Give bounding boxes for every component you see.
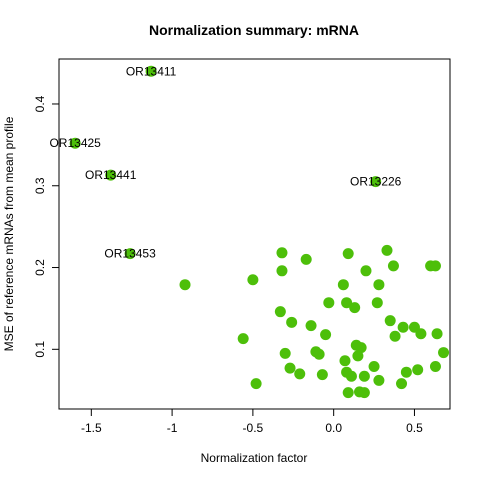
point-labels: OR13411 OR13425 OR13441 OR13226 OR13453 <box>49 64 401 260</box>
data-point <box>316 369 328 381</box>
data-point <box>384 315 396 327</box>
x-axis: -1.5 -1 -0.5 0.0 0.5 <box>81 408 423 435</box>
data-point <box>323 297 335 309</box>
data-point <box>274 306 286 318</box>
data-point <box>438 347 450 359</box>
data-point <box>368 360 380 372</box>
x-tick-label: 0.5 <box>406 421 423 435</box>
y-tick-label: 0.1 <box>33 341 47 358</box>
data-point <box>320 329 332 341</box>
data-point <box>431 328 443 340</box>
data-point <box>400 366 412 378</box>
point-label: OR13411 <box>126 64 177 78</box>
data-point <box>358 370 370 382</box>
data-point <box>396 378 408 390</box>
data-point <box>276 265 288 277</box>
y-tick-label: 0.2 <box>33 259 47 276</box>
x-tick-label: -1 <box>167 421 178 435</box>
plot-frame <box>58 58 451 410</box>
data-point <box>300 253 312 265</box>
data-point <box>341 297 353 309</box>
labeled-data-point <box>145 65 157 77</box>
data-point <box>397 321 409 333</box>
data-point <box>305 320 317 332</box>
data-point <box>412 364 424 376</box>
data-point <box>279 347 291 359</box>
data-point <box>313 348 325 360</box>
data-point <box>358 387 370 399</box>
y-axis-label: MSE of reference mRNAs from mean profile <box>2 116 16 351</box>
chart-title: Normalization summary: mRNA <box>149 22 359 38</box>
data-point <box>345 370 357 382</box>
x-tick-label: -0.5 <box>243 421 264 435</box>
data-point <box>179 279 191 291</box>
data-point <box>371 297 383 309</box>
point-label: OR13441 <box>85 168 137 182</box>
data-point <box>381 244 393 256</box>
data-point <box>247 274 259 286</box>
data-point <box>342 248 354 260</box>
y-axis: 0.1 0.2 0.3 0.4 <box>33 95 60 358</box>
y-tick-label: 0.3 <box>33 177 47 194</box>
data-point <box>429 360 441 372</box>
data-point <box>349 302 361 314</box>
data-point <box>387 260 399 272</box>
data-point <box>389 330 401 342</box>
data-point <box>339 355 351 367</box>
labeled-data-point <box>105 169 117 181</box>
data-point <box>355 342 367 354</box>
data-points <box>69 65 450 399</box>
labeled-data-point <box>69 137 81 149</box>
x-tick-label: -1.5 <box>81 421 102 435</box>
point-label: OR13226 <box>350 175 402 189</box>
data-point <box>373 374 385 386</box>
x-axis-label: Normalization factor <box>201 451 308 465</box>
data-point <box>284 362 296 374</box>
data-point <box>286 316 298 328</box>
data-point <box>294 368 306 380</box>
data-point <box>237 333 249 345</box>
labeled-data-point <box>370 176 382 188</box>
data-point <box>360 265 372 277</box>
y-tick-label: 0.4 <box>33 95 47 112</box>
data-point <box>250 378 262 390</box>
data-point <box>337 279 349 291</box>
data-point <box>429 260 441 272</box>
data-point <box>276 247 288 259</box>
point-label: OR13453 <box>104 247 156 261</box>
data-point <box>415 328 427 340</box>
x-tick-label: 0.0 <box>325 421 342 435</box>
data-point <box>373 279 385 291</box>
data-point <box>342 387 354 399</box>
labeled-data-point <box>124 248 136 260</box>
point-label: OR13425 <box>49 136 101 150</box>
